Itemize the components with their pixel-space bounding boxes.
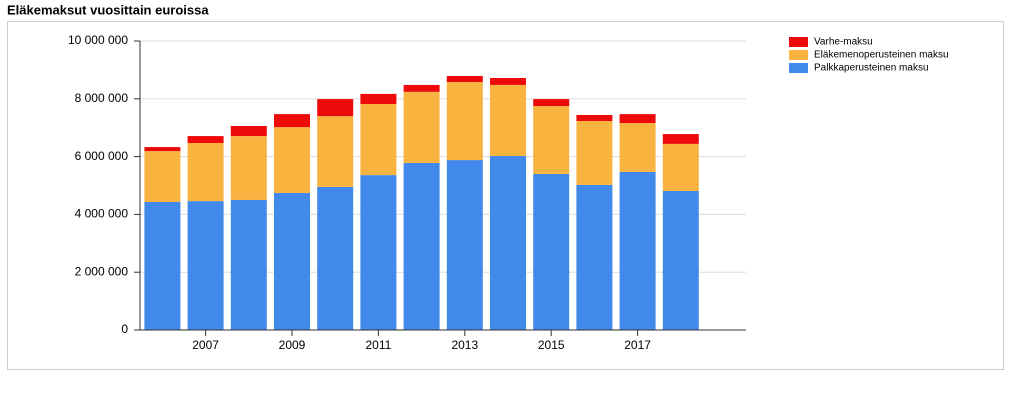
bar-segment — [619, 171, 656, 330]
y-tick-label: 8 000 000 — [75, 91, 129, 105]
bar-segment — [274, 193, 310, 330]
bar-segment — [533, 106, 570, 174]
bar-segment — [490, 77, 526, 85]
bar-segment — [274, 114, 310, 128]
x-tick-label: 2011 — [365, 338, 391, 352]
bar-segment — [619, 123, 656, 172]
y-tick-label: 10 000 000 — [68, 33, 128, 47]
legend-swatch — [789, 50, 808, 60]
bar-segment — [403, 91, 440, 163]
legend-label: Palkkaperusteinen maksu — [814, 63, 929, 74]
bar-segment — [446, 160, 483, 330]
x-tick-label: 2017 — [624, 338, 651, 352]
bar-segment — [187, 143, 224, 202]
bar-segment — [662, 143, 699, 191]
y-tick-label: 4 000 000 — [75, 207, 129, 221]
bar-segment — [360, 104, 397, 176]
bar-segment — [662, 134, 699, 144]
bar-segment — [230, 199, 267, 330]
bar-segment — [187, 201, 224, 330]
bar-segment — [619, 114, 656, 124]
x-tick-label: 2013 — [451, 338, 478, 352]
bar-segment — [360, 93, 397, 105]
bar-segment — [576, 121, 613, 185]
bar-segment — [446, 82, 483, 161]
chart-frame — [7, 21, 1004, 370]
bar-segment — [490, 84, 526, 157]
bar-segment — [576, 114, 613, 122]
bar-segment — [490, 156, 526, 330]
legend-label: Varhe-maksu — [814, 37, 873, 48]
bar-segment — [446, 75, 483, 83]
bar-segment — [533, 99, 570, 107]
bar-segment — [533, 173, 570, 330]
bar-segment — [144, 201, 181, 330]
bar-segment — [187, 136, 224, 144]
bar-segment — [360, 175, 397, 330]
bar-segment — [317, 116, 354, 187]
bar-segment — [144, 147, 181, 152]
x-tick-label: 2009 — [279, 338, 306, 352]
bar-segment — [576, 184, 613, 330]
bar-segment — [317, 99, 354, 117]
legend-label: Eläkemenoperusteinen maksu — [814, 50, 949, 61]
legend-swatch — [789, 63, 808, 73]
y-tick-label: 0 — [121, 322, 128, 336]
x-tick-label: 2015 — [538, 338, 565, 352]
bar-segment — [230, 136, 267, 200]
bar-segment — [317, 186, 354, 330]
bar-segment — [230, 125, 267, 137]
chart-title: Eläkemaksut vuosittain euroissa — [7, 2, 209, 17]
bar-segment — [662, 190, 699, 330]
bar-segment — [403, 84, 440, 92]
y-tick-label: 2 000 000 — [75, 264, 129, 278]
y-tick-label: 6 000 000 — [75, 149, 129, 163]
legend-swatch — [789, 37, 808, 47]
bar-segment — [144, 151, 181, 202]
bar-segment — [403, 162, 440, 330]
x-tick-label: 2007 — [192, 338, 219, 352]
bar-segment — [274, 127, 310, 194]
